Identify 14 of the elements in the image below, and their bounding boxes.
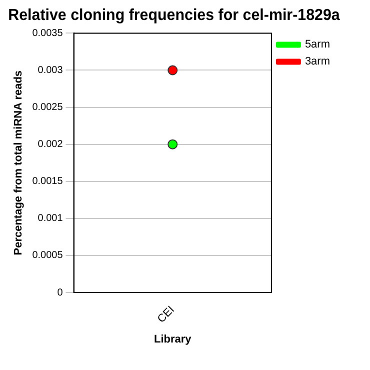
- y-tick-label: 0.0025: [32, 102, 64, 114]
- legend-label: 3arm: [304, 56, 330, 68]
- y-axis-title: Percentage from total miRNA reads: [12, 70, 25, 256]
- y-tick-label: 0.0005: [32, 250, 64, 262]
- x-tick-label: CEI: [155, 304, 177, 326]
- y-tick-label: 0.0015: [32, 176, 64, 188]
- y-tick-label: 0: [57, 287, 64, 298]
- y-tick-label: 0.003: [38, 64, 64, 76]
- y-tick-label: 0.0035: [32, 28, 64, 39]
- y-tick-label: 0.001: [38, 213, 64, 224]
- legend-label: 5arm: [304, 38, 330, 51]
- y-tick-label: 0.002: [38, 139, 64, 150]
- x-axis-title: Library: [154, 333, 192, 346]
- chart-title: Relative cloning frequencies for cel-mir-1829a: [8, 6, 340, 24]
